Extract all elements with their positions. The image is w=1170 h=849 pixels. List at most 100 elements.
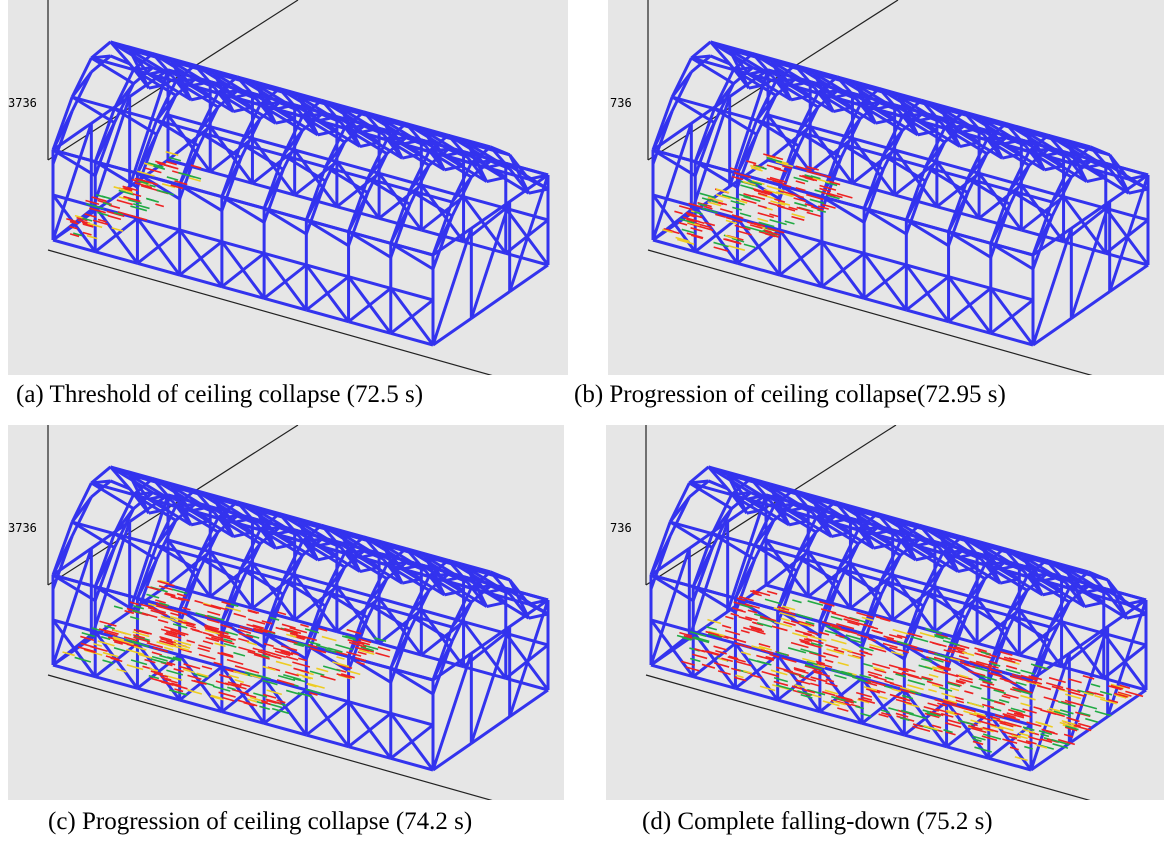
collapsed-ceiling-element bbox=[295, 641, 311, 648]
roof-purlin bbox=[809, 80, 853, 95]
collapsed-ceiling-element bbox=[1026, 721, 1042, 728]
roof-purlin bbox=[137, 171, 181, 187]
roof-brace bbox=[914, 544, 959, 573]
roof-purlin bbox=[363, 535, 407, 551]
collapsed-ceiling-element bbox=[1077, 722, 1092, 728]
collapsed-ceiling-element bbox=[238, 637, 250, 643]
roof-brace bbox=[652, 148, 697, 177]
collapsed-ceiling-element bbox=[157, 580, 175, 587]
collapsed-ceiling-element bbox=[759, 616, 775, 623]
collapsed-ceiling-element bbox=[738, 595, 754, 602]
collapsed-ceiling-element bbox=[782, 605, 796, 611]
roof-brace bbox=[790, 84, 835, 113]
roof-purlin bbox=[321, 98, 365, 114]
structure-brace bbox=[1106, 599, 1148, 718]
collapsed-ceiling-element bbox=[132, 193, 142, 198]
collapsed-ceiling-element bbox=[743, 626, 760, 633]
collapsed-ceiling-element bbox=[375, 652, 390, 658]
collapsed-ceiling-element bbox=[925, 627, 943, 634]
collapsed-ceiling-element bbox=[210, 604, 228, 611]
collapsed-ceiling-element bbox=[993, 700, 1006, 706]
collapsed-ceiling-element bbox=[793, 667, 806, 672]
collapsed-ceiling-element bbox=[750, 166, 763, 172]
roof-purlin bbox=[179, 183, 223, 199]
collapsed-ceiling-element bbox=[292, 661, 311, 668]
roof-truss bbox=[93, 122, 116, 163]
roof-truss bbox=[93, 547, 116, 588]
roof-purlin bbox=[694, 160, 738, 175]
collapsed-ceiling-element bbox=[166, 176, 179, 181]
roof-purlin bbox=[708, 465, 752, 481]
collapsed-ceiling-element bbox=[1094, 710, 1112, 717]
roof-purlin bbox=[1045, 558, 1089, 574]
collapsed-ceiling-element bbox=[895, 673, 907, 678]
collapsed-ceiling-element bbox=[1022, 708, 1037, 714]
structure-beam bbox=[821, 285, 865, 300]
collapsed-ceiling-element bbox=[1022, 728, 1036, 734]
structure-brace bbox=[1031, 227, 1073, 346]
collapsed-ceiling-element bbox=[972, 735, 986, 741]
collapsed-ceiling-element bbox=[325, 648, 337, 654]
roof-purlin bbox=[978, 126, 1022, 142]
collapsed-ceiling-element bbox=[190, 627, 200, 632]
roof-brace bbox=[895, 520, 940, 549]
collapsed-ceiling-element bbox=[980, 683, 992, 689]
roof-brace bbox=[986, 138, 1030, 167]
collapsed-ceiling-element bbox=[766, 185, 784, 192]
collapsed-ceiling-element bbox=[765, 230, 781, 236]
collapsed-ceiling-element bbox=[806, 193, 824, 201]
roof-purlin bbox=[236, 75, 280, 91]
roof-brace bbox=[905, 218, 950, 247]
collapsed-ceiling-element bbox=[989, 686, 1005, 692]
collapsed-ceiling-element bbox=[893, 695, 911, 702]
collapsed-ceiling-element bbox=[738, 616, 753, 622]
collapsed-ceiling-element bbox=[792, 599, 802, 604]
collapsed-ceiling-element bbox=[781, 164, 793, 170]
collapsed-ceiling-element bbox=[183, 663, 201, 670]
collapsed-ceiling-element bbox=[948, 648, 965, 655]
collapsed-ceiling-element bbox=[1061, 720, 1076, 726]
roof-purlin bbox=[505, 586, 549, 602]
collapsed-ceiling-element bbox=[346, 628, 362, 635]
collapsed-ceiling-element bbox=[204, 625, 218, 632]
roof-brace bbox=[424, 130, 469, 159]
collapsed-ceiling-element bbox=[1024, 745, 1034, 750]
collapsed-ceiling-element bbox=[277, 674, 296, 682]
collapsed-ceiling-element bbox=[810, 642, 823, 647]
roof-purlin bbox=[652, 148, 696, 164]
collapsed-ceiling-element bbox=[354, 646, 370, 652]
collapsed-ceiling-element bbox=[147, 162, 164, 168]
roof-purlin bbox=[236, 500, 280, 516]
collapsed-ceiling-element bbox=[1012, 686, 1030, 693]
collapsed-ceiling-element bbox=[867, 638, 877, 642]
collapsed-ceiling-element bbox=[980, 727, 994, 733]
collapsed-ceiling-element bbox=[297, 692, 313, 698]
roof-brace bbox=[409, 614, 453, 643]
collapsed-ceiling-element bbox=[155, 203, 165, 208]
collapsed-ceiling-element bbox=[797, 690, 813, 696]
collapsed-ceiling-element bbox=[1053, 710, 1071, 717]
roof-purlin bbox=[765, 493, 809, 509]
collapsed-ceiling-element bbox=[1051, 685, 1065, 691]
collapsed-ceiling-element bbox=[220, 624, 233, 629]
collapsed-ceiling-element bbox=[252, 624, 265, 630]
collapsed-ceiling-element bbox=[770, 669, 788, 676]
roof-brace bbox=[293, 528, 338, 557]
structure-beam bbox=[779, 273, 823, 289]
roof-brace bbox=[1024, 130, 1069, 159]
roof-brace bbox=[209, 505, 254, 534]
collapsed-ceiling-element bbox=[826, 648, 845, 655]
collapsed-ceiling-element bbox=[955, 646, 966, 651]
collapsed-ceiling-element bbox=[774, 167, 787, 173]
structure-beam bbox=[221, 710, 265, 725]
collapsed-ceiling-element bbox=[250, 674, 262, 679]
collapsed-ceiling-element bbox=[750, 164, 762, 170]
collapsed-ceiling-element bbox=[76, 216, 88, 222]
roof-truss bbox=[1008, 164, 1031, 192]
collapsed-ceiling-element bbox=[1030, 663, 1049, 670]
collapsed-ceiling-element bbox=[823, 652, 839, 658]
roof-brace bbox=[1022, 555, 1067, 584]
collapsed-ceiling-element bbox=[1059, 721, 1078, 729]
roof-brace bbox=[217, 516, 262, 545]
roof-brace bbox=[855, 83, 900, 112]
